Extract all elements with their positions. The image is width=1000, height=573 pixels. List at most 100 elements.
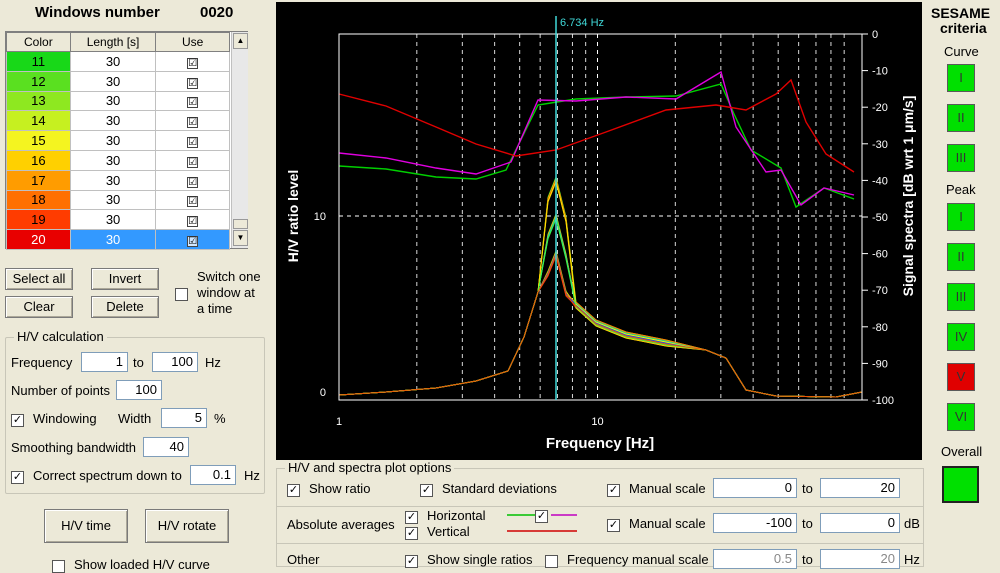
show-ratio-check-mark[interactable]: ✓	[287, 484, 300, 498]
select-all-button[interactable]: Select all	[5, 268, 73, 290]
spectra-scale-from-input[interactable]: -100	[713, 513, 797, 533]
table-row[interactable]: 20 30 ☑	[6, 229, 230, 250]
std-dev-checkbox[interactable]: ✓	[420, 482, 433, 498]
table-scrollbar[interactable]: ▲ ▼	[231, 32, 248, 248]
window-use-cell[interactable]: ☑	[155, 169, 230, 191]
column-header-use[interactable]: Use	[155, 32, 230, 52]
scroll-thumb[interactable]	[233, 219, 248, 229]
scroll-up-arrow-icon[interactable]: ▲	[233, 33, 248, 49]
width-input[interactable]: 5	[161, 408, 207, 428]
window-length-cell[interactable]: 30	[69, 149, 157, 171]
hv-time-button[interactable]: H/V time	[44, 509, 128, 543]
table-row[interactable]: 12 30 ☑	[6, 70, 230, 92]
window-use-cell[interactable]: ☑	[155, 149, 230, 171]
horizontal-check-mark[interactable]: ✓	[405, 511, 418, 525]
hv-rotate-button[interactable]: H/V rotate	[145, 509, 229, 543]
window-color-cell[interactable]: 20	[6, 229, 71, 250]
spectra-scale-to-input[interactable]: 0	[820, 513, 900, 533]
window-length-cell[interactable]: 30	[69, 169, 157, 191]
window-length-cell[interactable]: 30	[69, 189, 157, 211]
hv-plot[interactable]: 1 10 0 10 0 -10 -20 -30 -40 -50 -60 -70 -80 -90 -100 6…	[276, 2, 922, 460]
table-row[interactable]: 13 30 ☑	[6, 90, 230, 112]
window-use-checkbox[interactable]: ☑	[187, 176, 199, 188]
window-length-cell[interactable]: 30	[69, 70, 157, 92]
window-color-cell[interactable]: 17	[6, 169, 71, 191]
freq-scale-to-input[interactable]: 20	[820, 549, 900, 569]
window-use-checkbox[interactable]: ☑	[187, 216, 199, 228]
window-length-cell[interactable]: 30	[69, 229, 157, 250]
show-loaded-checkbox[interactable]	[52, 558, 65, 573]
window-length-cell[interactable]: 30	[69, 209, 157, 231]
window-use-cell[interactable]: ☑	[155, 70, 230, 92]
delete-button[interactable]: Delete	[91, 296, 159, 318]
window-use-cell[interactable]: ☑	[155, 51, 230, 72]
window-use-checkbox[interactable]: ☑	[187, 156, 199, 168]
column-header-color[interactable]: Color	[6, 32, 71, 52]
window-use-checkbox[interactable]: ☑	[187, 117, 199, 129]
windowing-checkbox[interactable]: ✓	[11, 412, 24, 428]
table-row[interactable]: 14 30 ☑	[6, 110, 230, 132]
window-use-checkbox[interactable]: ☑	[187, 137, 199, 149]
manual-scale-2-checkbox[interactable]: ✓	[607, 517, 620, 533]
invert-button[interactable]: Invert	[91, 268, 159, 290]
horizontal-checkbox[interactable]: ✓	[405, 509, 418, 525]
single-ratios-checkbox[interactable]: ✓	[405, 553, 418, 569]
window-use-cell[interactable]: ☑	[155, 130, 230, 151]
switch-one-check-mark[interactable]	[175, 288, 188, 302]
window-use-cell[interactable]: ☑	[155, 110, 230, 132]
window-color-cell[interactable]: 19	[6, 209, 71, 231]
table-row[interactable]: 15 30 ☑	[6, 130, 230, 151]
vertical-check-mark[interactable]: ✓	[405, 527, 418, 541]
window-color-cell[interactable]: 15	[6, 130, 71, 151]
table-row[interactable]: 18 30 ☑	[6, 189, 230, 211]
frequency-from-input[interactable]: 1	[81, 352, 128, 372]
window-length-cell[interactable]: 30	[69, 90, 157, 112]
window-color-cell[interactable]: 13	[6, 90, 71, 112]
window-use-cell[interactable]: ☑	[155, 90, 230, 112]
correct-spectrum-check-mark[interactable]: ✓	[11, 471, 24, 485]
table-row[interactable]: 16 30 ☑	[6, 149, 230, 171]
table-row[interactable]: 17 30 ☑	[6, 169, 230, 191]
manual-scale-1-checkbox[interactable]: ✓	[607, 482, 620, 498]
clear-button[interactable]: Clear	[5, 296, 73, 318]
column-header-length[interactable]: Length [s]	[69, 32, 157, 52]
window-use-cell[interactable]: ☑	[155, 189, 230, 211]
number-of-points-input[interactable]: 100	[116, 380, 162, 400]
window-length-cell[interactable]: 30	[69, 110, 157, 132]
windows-table[interactable]: Color Length [s] Use 11 30 ☑ 12 30 ☑ 13 30 ☑ 14 30…	[5, 31, 248, 250]
correct-spectrum-checkbox[interactable]: ✓	[11, 469, 24, 485]
average-combo-check-mark[interactable]: ✓	[535, 510, 548, 524]
window-length-cell[interactable]: 30	[69, 51, 157, 72]
manual-scale-2-check-mark[interactable]: ✓	[607, 519, 620, 533]
window-use-checkbox[interactable]: ☑	[187, 77, 199, 89]
window-use-checkbox[interactable]: ☑	[187, 236, 199, 248]
window-color-cell[interactable]: 14	[6, 110, 71, 132]
scroll-down-arrow-icon[interactable]: ▼	[233, 230, 248, 246]
average-combo-checkbox[interactable]: ✓	[535, 508, 548, 524]
freq-manual-scale-checkbox[interactable]	[545, 553, 558, 569]
std-dev-check-mark[interactable]: ✓	[420, 484, 433, 498]
frequency-to-input[interactable]: 100	[152, 352, 198, 372]
window-length-cell[interactable]: 30	[69, 130, 157, 151]
table-row[interactable]: 11 30 ☑	[6, 51, 230, 72]
table-row[interactable]: 19 30 ☑	[6, 209, 230, 231]
manual-scale-1-check-mark[interactable]: ✓	[607, 484, 620, 498]
switch-one-checkbox[interactable]	[175, 286, 188, 302]
window-color-cell[interactable]: 16	[6, 149, 71, 171]
window-color-cell[interactable]: 12	[6, 70, 71, 92]
vertical-checkbox[interactable]: ✓	[405, 525, 418, 541]
window-use-checkbox[interactable]: ☑	[187, 196, 199, 208]
correct-spectrum-input[interactable]: 0.1	[190, 465, 236, 485]
window-color-cell[interactable]: 11	[6, 51, 71, 72]
window-use-cell[interactable]: ☑	[155, 229, 230, 250]
freq-manual-scale-check-mark[interactable]	[545, 555, 558, 569]
window-use-checkbox[interactable]: ☑	[187, 57, 199, 69]
freq-scale-from-input[interactable]: 0.5	[713, 549, 797, 569]
ratio-scale-to-input[interactable]: 20	[820, 478, 900, 498]
single-ratios-check-mark[interactable]: ✓	[405, 555, 418, 569]
window-use-checkbox[interactable]: ☑	[187, 97, 199, 109]
windowing-check-mark[interactable]: ✓	[11, 414, 24, 428]
show-ratio-checkbox[interactable]: ✓	[287, 482, 300, 498]
smoothing-bandwidth-input[interactable]: 40	[143, 437, 189, 457]
window-use-cell[interactable]: ☑	[155, 209, 230, 231]
